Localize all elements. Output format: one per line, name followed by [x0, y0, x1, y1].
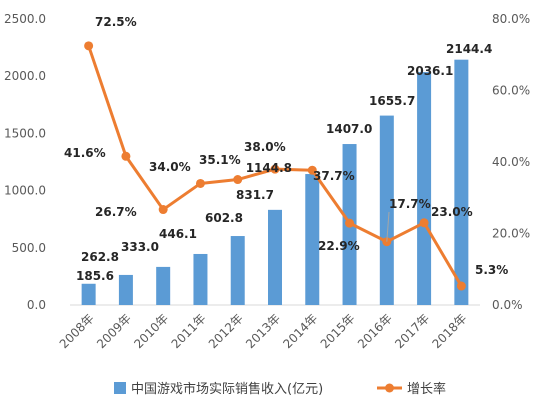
y-right-tick-label: 20.0% [492, 227, 530, 241]
bar [81, 283, 96, 305]
bar [379, 115, 394, 305]
bar [230, 236, 245, 305]
line-point [456, 281, 466, 291]
x-tick-label: 2018年 [430, 311, 470, 351]
line-point [307, 165, 317, 175]
x-tick-label: 2008年 [57, 311, 97, 351]
x-tick-label: 2010年 [131, 311, 171, 351]
x-tick-label: 2017年 [392, 311, 432, 351]
bar [268, 209, 282, 305]
bar-value-label: 185.6 [76, 269, 114, 283]
line-point [419, 218, 429, 228]
x-tick-label: 2016年 [355, 311, 395, 351]
y-left-tick-label: 500.0 [12, 241, 46, 255]
bar-value-label: 333.0 [121, 240, 159, 254]
line-point [233, 175, 243, 185]
line-point [84, 41, 94, 51]
growth-value-label: 22.9% [318, 239, 360, 253]
legend-bar-swatch [114, 382, 126, 394]
y-left-tick-label: 1000.0 [4, 184, 46, 198]
y-right-tick-label: 40.0% [492, 155, 530, 169]
growth-value-label: 23.0% [431, 205, 473, 219]
y-left-tick-label: 2000.0 [4, 69, 46, 83]
legend-line-label: 增长率 [407, 381, 446, 397]
growth-value-label: 38.0% [244, 140, 286, 154]
bar-value-label: 446.1 [159, 227, 197, 241]
y-right-tick-label: 80.0% [492, 12, 530, 26]
growth-value-label: 17.7% [389, 197, 431, 211]
bar [305, 174, 320, 305]
bar [156, 266, 171, 305]
line-series [84, 41, 466, 291]
x-tick-label: 2015年 [318, 311, 358, 351]
bar-value-label: 262.8 [81, 250, 119, 264]
legend-line-marker [385, 383, 394, 393]
x-tick-label: 2011年 [169, 311, 209, 351]
growth-value-label: 41.6% [64, 146, 106, 160]
bar-value-label: 602.8 [205, 211, 243, 225]
y-right-tick-label: 0.0% [492, 298, 523, 312]
bar [454, 59, 469, 306]
growth-value-label: 26.7% [95, 205, 137, 219]
x-tick-label: 2009年 [94, 311, 134, 351]
growth-value-label: 5.3% [475, 263, 508, 277]
leader-line [386, 211, 390, 242]
bar-value-label: 2036.1 [407, 64, 453, 78]
line-point [195, 178, 205, 188]
x-tick-label: 2013年 [243, 311, 283, 351]
bar-value-label: 2144.4 [446, 42, 492, 56]
line-point [270, 164, 280, 174]
line-point [121, 151, 131, 161]
x-tick-label: 2014年 [280, 311, 320, 351]
bar-value-label: 1144.8 [246, 161, 292, 175]
growth-value-label: 37.7% [313, 169, 355, 183]
line-point [158, 205, 168, 215]
growth-value-label: 35.1% [199, 153, 241, 167]
legend-bar-label: 中国游戏市场实际销售收入(亿元) [131, 381, 323, 397]
x-tick-label: 2012年 [206, 311, 246, 351]
y-left-tick-label: 2500.0 [4, 12, 46, 26]
bar [193, 253, 208, 305]
line-point [345, 218, 355, 228]
y-right-tick-label: 60.0% [492, 84, 530, 98]
bar-value-label: 1407.0 [326, 122, 372, 136]
bar-value-label: 1655.7 [369, 94, 415, 108]
y-left-tick-label: 0.0 [27, 298, 46, 312]
bar-value-label: 831.7 [236, 188, 274, 202]
bar [417, 72, 432, 305]
y-left-tick-label: 1500.0 [4, 126, 46, 140]
bar [118, 274, 133, 305]
growth-value-label: 72.5% [95, 15, 137, 29]
legend: 中国游戏市场实际销售收入(亿元) 增长率 [114, 381, 446, 397]
growth-value-label: 34.0% [149, 160, 191, 174]
